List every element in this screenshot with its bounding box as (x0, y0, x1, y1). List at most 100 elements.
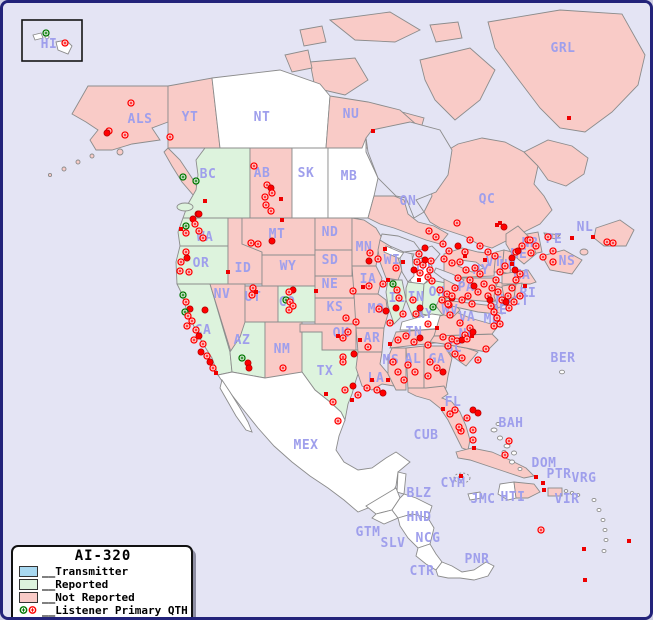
listener-primary-marker (209, 364, 217, 372)
listener-other-marker (472, 446, 476, 450)
listener-primary-marker (352, 318, 360, 326)
listener-primary-marker (249, 284, 257, 292)
region-label-mb: MB (341, 169, 358, 184)
listener-other-marker (417, 278, 421, 282)
listener-dot-marker (416, 334, 424, 342)
listener-primary-marker (373, 386, 381, 394)
listener-primary-marker (436, 286, 444, 294)
listener-primary-marker (427, 257, 435, 265)
listener-other-marker (370, 378, 374, 382)
listener-primary-marker (484, 248, 492, 256)
region-label-bah: BAH (499, 416, 524, 431)
listener-primary-marker (504, 292, 512, 300)
listener-primary-marker (491, 252, 499, 260)
listener-other-marker (459, 474, 463, 478)
listener-dot-marker (206, 358, 214, 366)
listener-other-marker (435, 326, 439, 330)
legend-row-primary-qth: __Listener Primary QTH (19, 604, 188, 617)
listener-dot-marker (379, 389, 387, 397)
listener-primary-marker (285, 288, 293, 296)
listener-primary-marker (453, 337, 461, 345)
listener-primary-marker (463, 414, 471, 422)
listener-other-marker (358, 338, 362, 342)
listener-primary-marker (404, 361, 412, 369)
listener-other-marker (523, 284, 527, 288)
listener-primary-marker (424, 320, 432, 328)
listener-primary-marker (409, 296, 417, 304)
listener-dot-marker (439, 368, 447, 376)
region-blz (396, 471, 407, 495)
listener-primary-marker (471, 264, 479, 272)
listener-primary-marker (411, 368, 419, 376)
listener-primary-marker-green (192, 177, 200, 185)
listener-other-marker (582, 547, 586, 551)
listener-primary-marker (439, 240, 447, 248)
listener-primary-marker (402, 332, 410, 340)
region-cub (455, 447, 535, 479)
listener-other-marker (498, 221, 502, 225)
region-label-ncg: NCG (416, 531, 441, 546)
listener-primary-marker (468, 300, 476, 308)
listener-other-marker (567, 116, 571, 120)
legend-row-transmitter: __Transmitter (19, 565, 187, 578)
listener-primary-marker (127, 99, 135, 107)
region-label-ptr: PTR (547, 467, 572, 482)
listener-primary-marker (166, 133, 174, 141)
listener-other-marker (254, 290, 258, 294)
region-label-ab: AB (254, 166, 271, 181)
listener-primary-marker (516, 270, 524, 278)
listener-primary-marker (416, 269, 424, 277)
listener-primary-marker (532, 242, 540, 250)
listener-primary-marker (339, 358, 347, 366)
listener-primary-marker (458, 354, 466, 362)
region-label-ri: RI (520, 286, 537, 301)
listener-other-marker (350, 398, 354, 402)
listener-dot-marker (502, 298, 510, 306)
listener-primary-marker (342, 314, 350, 322)
lake-superior (379, 233, 421, 253)
listener-primary-marker (488, 284, 496, 292)
listener-primary-marker (329, 398, 337, 406)
listener-primary-marker (262, 201, 270, 209)
listener-primary-marker (439, 333, 447, 341)
listener-primary-marker (482, 345, 490, 353)
listener-primary-marker (188, 317, 196, 325)
listener-primary-marker (394, 336, 402, 344)
listener-primary-marker-green (429, 303, 437, 311)
listener-primary-marker (415, 250, 423, 258)
listener-dot-marker (416, 304, 424, 312)
region-label-ia: IA (360, 272, 377, 287)
listener-primary-marker (448, 259, 456, 267)
listener-other-marker (226, 270, 230, 274)
listener-other-marker (388, 342, 392, 346)
listener-other-marker (336, 334, 340, 338)
listener-primary-marker (462, 266, 470, 274)
listener-primary-marker (395, 294, 403, 302)
listener-primary-marker (549, 247, 557, 255)
map-canvas[interactable]: HIALSYTNTNUGRLBCABSKMBONQCNLPENBNSMEVTNH… (3, 3, 650, 617)
listener-other-marker (203, 199, 207, 203)
listener-other-marker (324, 392, 328, 396)
listener-primary-marker (493, 314, 501, 322)
region-label-in: IN (408, 290, 425, 305)
listener-primary-marker (446, 410, 454, 418)
listener-dot-marker (195, 210, 203, 218)
listener-other-marker (371, 129, 375, 133)
listener-primary-marker (526, 236, 534, 244)
listener-other-marker (542, 488, 546, 492)
listener-primary-marker (438, 296, 446, 304)
listener-primary-marker (399, 310, 407, 318)
listener-primary-marker (279, 364, 287, 372)
listener-primary-marker-green (182, 222, 190, 230)
listener-other-marker (463, 254, 467, 258)
region-label-nu: NU (343, 107, 360, 122)
listener-primary-marker-green (42, 29, 50, 37)
listener-dot-marker (511, 266, 519, 274)
listener-primary-marker (184, 312, 192, 320)
transmitter-swatch (19, 565, 38, 577)
listener-primary-marker (426, 358, 434, 366)
listener-primary-marker (192, 326, 200, 334)
listener-primary-marker (412, 310, 420, 318)
region-label-pa: PA (458, 280, 475, 295)
listener-dot-marker (454, 242, 462, 250)
